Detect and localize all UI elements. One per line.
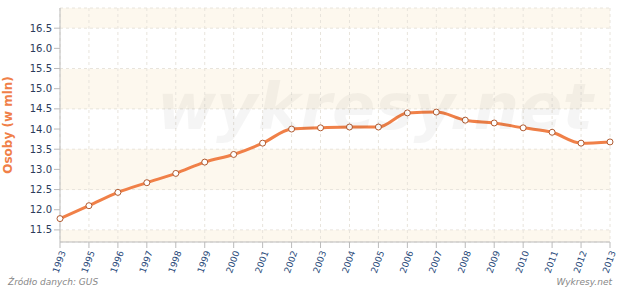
svg-text:1995: 1995 [80, 249, 97, 274]
svg-text:2002: 2002 [282, 249, 299, 274]
svg-text:16.0: 16.0 [30, 43, 52, 54]
svg-text:12.0: 12.0 [30, 204, 52, 215]
svg-text:2004: 2004 [340, 249, 357, 274]
svg-text:2001: 2001 [253, 249, 270, 274]
svg-text:12.5: 12.5 [30, 184, 52, 195]
svg-text:13.0: 13.0 [30, 164, 52, 175]
svg-text:14.5: 14.5 [30, 103, 52, 114]
html-text:Źródło danych: GUS: Źródło danych: GUS [8, 277, 99, 287]
svg-text:14.0: 14.0 [30, 124, 52, 135]
html-text:Wykresy.net: Wykresy.net [556, 277, 612, 287]
svg-text:1998: 1998 [166, 249, 183, 274]
svg-text:2010: 2010 [514, 249, 531, 274]
svg-text:1993: 1993 [51, 249, 68, 274]
svg-text:2005: 2005 [369, 249, 386, 274]
svg-text:15.0: 15.0 [30, 83, 52, 94]
svg-text:1999: 1999 [195, 249, 212, 274]
svg-text:2000: 2000 [224, 249, 241, 274]
html-text:wykresy.net: wykresy.net [156, 70, 594, 144]
svg-text:1996: 1996 [109, 249, 126, 274]
svg-text:2006: 2006 [398, 249, 415, 274]
svg-text:2013: 2013 [601, 249, 612, 274]
svg-text:1997: 1997 [137, 249, 154, 274]
svg-text:Osoby (w mln): Osoby (w mln) [8, 76, 15, 174]
svg-text:15.5: 15.5 [30, 63, 52, 74]
svg-text:2008: 2008 [456, 249, 473, 274]
svg-text:2009: 2009 [485, 249, 502, 274]
svg-text:2011: 2011 [543, 249, 560, 274]
svg-text:11.5: 11.5 [30, 224, 52, 235]
svg-text:2003: 2003 [311, 249, 328, 274]
svg-text:16.5: 16.5 [30, 23, 52, 34]
svg-text:2007: 2007 [427, 249, 444, 274]
svg-text:13.5: 13.5 [30, 144, 52, 155]
svg-text:2012: 2012 [572, 249, 589, 274]
